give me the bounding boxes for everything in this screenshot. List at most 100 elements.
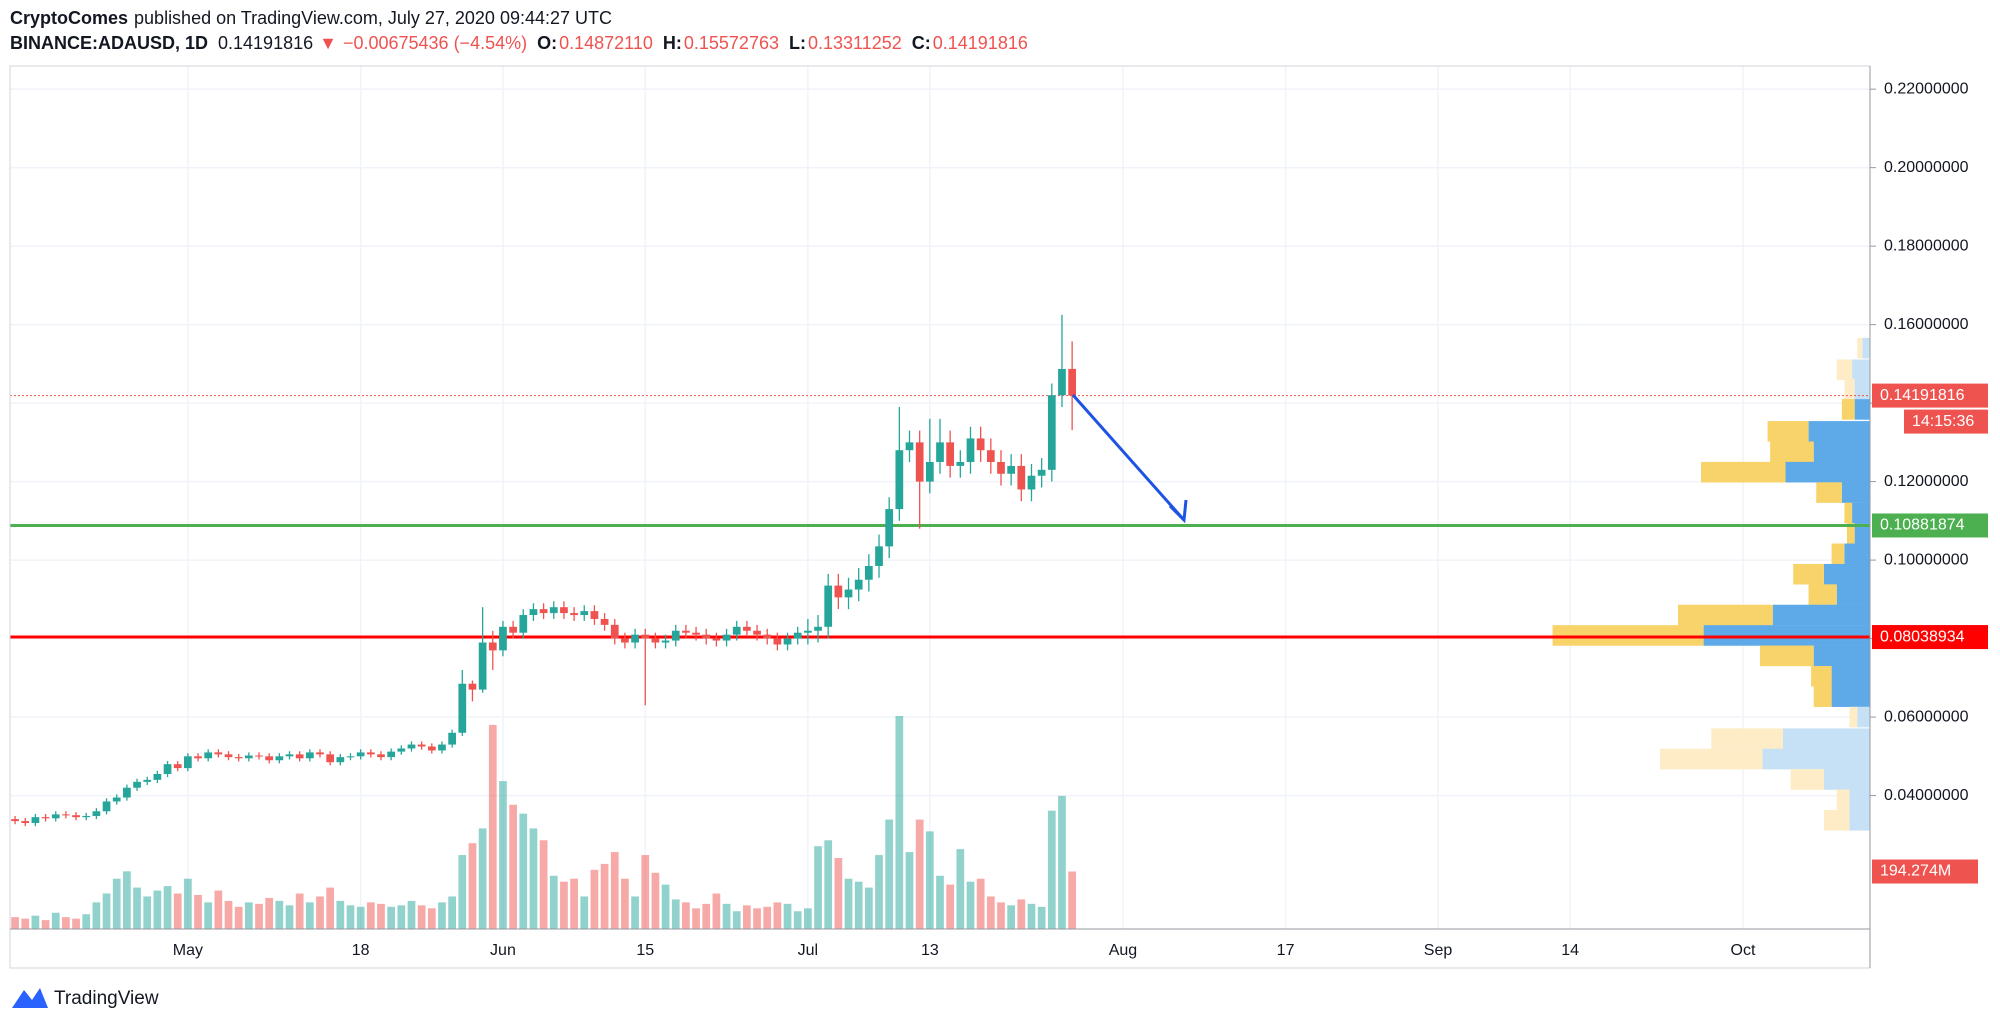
candle-body bbox=[153, 773, 162, 780]
volume-bar bbox=[651, 872, 660, 929]
candle-body bbox=[234, 757, 243, 759]
profile-down bbox=[1793, 563, 1824, 585]
candle-body bbox=[925, 461, 934, 482]
candle-body bbox=[377, 754, 385, 758]
candle-body bbox=[133, 781, 141, 788]
candle-body bbox=[671, 630, 680, 641]
volume-bar bbox=[763, 906, 772, 929]
y-tick-label: 0.22000000 bbox=[1884, 80, 1969, 97]
profile-up bbox=[1772, 604, 1870, 626]
candle-body bbox=[600, 618, 609, 625]
volume-bar bbox=[153, 890, 162, 929]
candle-body bbox=[905, 442, 914, 451]
y-tick-label: 0.16000000 bbox=[1884, 316, 1969, 333]
volume-bar bbox=[265, 897, 274, 929]
candle-body bbox=[244, 755, 253, 759]
profile-up bbox=[1831, 665, 1870, 687]
volume-bar bbox=[31, 915, 40, 929]
candle-body bbox=[184, 756, 192, 769]
candle-body bbox=[997, 461, 1005, 474]
volume-bar bbox=[864, 887, 873, 929]
brand: TradingView bbox=[54, 988, 159, 1009]
candle-body bbox=[214, 752, 223, 755]
y-tick-label: 0.06000000 bbox=[1884, 708, 1969, 725]
x-tick-label: Jun bbox=[490, 942, 516, 959]
candle-body bbox=[722, 634, 731, 641]
candle-body bbox=[773, 638, 782, 645]
volume-bar bbox=[255, 903, 263, 929]
candle-body bbox=[305, 752, 314, 759]
axis-labels: 0.040000000.060000000.080000000.10000000… bbox=[173, 80, 1988, 959]
candle-body bbox=[204, 752, 213, 759]
volume-bar bbox=[905, 852, 914, 929]
candle-body bbox=[82, 815, 91, 818]
candle-body bbox=[885, 509, 894, 547]
candle-body bbox=[458, 683, 467, 733]
volume-bar bbox=[509, 804, 517, 929]
volume-bar bbox=[773, 902, 782, 929]
volume-bar bbox=[936, 875, 944, 929]
y-tick-label: 0.18000000 bbox=[1884, 237, 1969, 254]
x-tick-label: 13 bbox=[921, 942, 939, 959]
volume-bar bbox=[244, 902, 253, 929]
volume-bar bbox=[41, 920, 50, 929]
profile-up bbox=[1841, 482, 1870, 503]
candle-body bbox=[265, 756, 274, 761]
volume-bar bbox=[549, 875, 558, 929]
volume-bar bbox=[224, 900, 233, 929]
price-label: 0.14191816 bbox=[1880, 387, 1965, 404]
volume-bar bbox=[671, 899, 680, 929]
volume-bar bbox=[682, 902, 690, 929]
candle-body bbox=[956, 461, 965, 466]
volume-bar bbox=[397, 905, 406, 929]
candle-body bbox=[285, 754, 294, 757]
volume-bar bbox=[529, 828, 538, 929]
symbol: BINANCE:ADAUSD, 1D bbox=[10, 33, 208, 53]
candle-body bbox=[895, 450, 904, 510]
candle-body bbox=[1068, 368, 1076, 396]
candle-body bbox=[570, 613, 578, 616]
x-tick-label: Aug bbox=[1109, 942, 1137, 959]
volume-label: 194.274M bbox=[1880, 863, 1951, 880]
candle-body bbox=[549, 607, 558, 614]
candle-body bbox=[529, 609, 538, 616]
volume-bar bbox=[316, 896, 324, 929]
x-tick-label: Sep bbox=[1424, 942, 1453, 959]
candle-body bbox=[1047, 395, 1056, 470]
volume-bar bbox=[925, 831, 934, 929]
header-line-2: BINANCE:ADAUSD, 1D 0.14191816 ▼ −0.00675436… bbox=[10, 33, 1028, 53]
profile-down bbox=[1836, 359, 1853, 381]
candle-body bbox=[986, 450, 995, 462]
profile-down bbox=[1844, 502, 1853, 524]
candle-body bbox=[743, 626, 751, 631]
volume-bar bbox=[1027, 903, 1036, 929]
volume-bar bbox=[427, 908, 436, 929]
profile-down bbox=[1813, 686, 1832, 707]
candle-body bbox=[438, 744, 446, 751]
candle-body bbox=[499, 626, 507, 651]
volume-bar bbox=[783, 903, 792, 929]
volume-bar bbox=[143, 896, 152, 929]
profile-down bbox=[1849, 706, 1858, 728]
profile-down bbox=[1836, 789, 1850, 811]
volume-bar bbox=[814, 846, 822, 929]
volume-bar bbox=[844, 878, 853, 929]
profile-up bbox=[1844, 543, 1870, 565]
profile-down bbox=[1770, 441, 1814, 463]
candle-body bbox=[814, 626, 822, 631]
ohlc-key: O: bbox=[537, 33, 557, 53]
profile-up bbox=[1849, 789, 1870, 811]
y-tick-label: 0.12000000 bbox=[1884, 473, 1969, 490]
candle-body bbox=[864, 565, 873, 580]
volume-bar bbox=[133, 887, 141, 929]
candle-body bbox=[753, 630, 761, 635]
volume-bar bbox=[194, 894, 202, 929]
candle-body bbox=[763, 634, 772, 639]
y-tick-label: 0.10000000 bbox=[1884, 551, 1969, 568]
profile-up bbox=[1862, 337, 1870, 359]
volume-bar bbox=[1058, 795, 1066, 929]
volume-bar bbox=[72, 918, 80, 929]
volume-bar bbox=[692, 908, 700, 929]
profile-up bbox=[1852, 359, 1870, 381]
volume-bar bbox=[21, 918, 30, 929]
